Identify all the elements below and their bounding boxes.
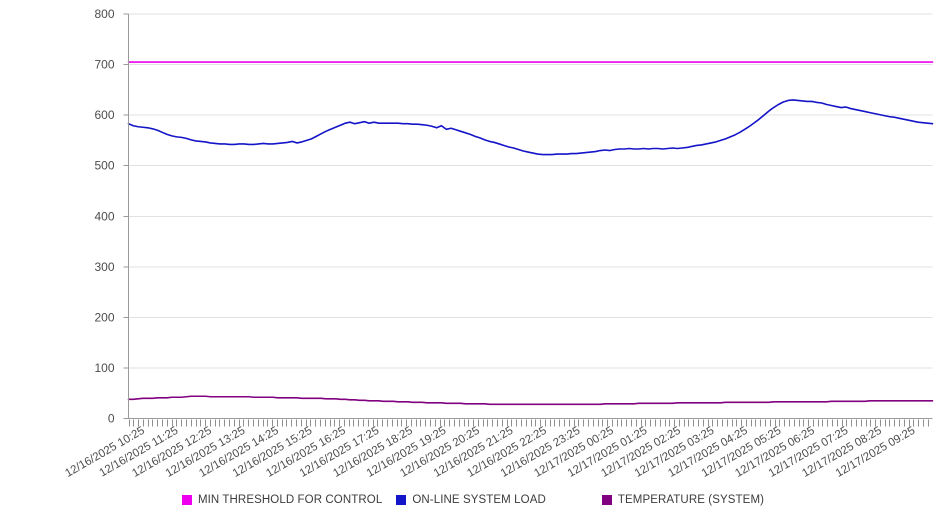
y-tick-label: 200	[94, 310, 114, 324]
legend-swatch-on-line-system-load	[396, 495, 407, 505]
legend-label-temperature-system: TEMPERATURE (SYSTEM)	[617, 494, 765, 506]
y-tick-label: 300	[94, 260, 114, 274]
legend-label-min-threshold-for-control: MIN THRESHOLD FOR CONTROL	[197, 494, 383, 506]
y-tick-label: 0	[108, 412, 115, 426]
legend-swatch-min-threshold-for-control	[181, 495, 192, 505]
y-tick-label: 400	[94, 209, 114, 223]
y-axis-tick-labels: 0 100 200 300 400 500 600 700 800	[94, 7, 114, 426]
legend-swatch-temperature-system	[601, 495, 612, 505]
data-series	[127, 61, 934, 406]
y-tick-label: 700	[94, 58, 114, 72]
legend-label-on-line-system-load: ON-LINE SYSTEM LOAD	[412, 494, 546, 506]
y-tick-label: 500	[94, 159, 114, 173]
x-axis-minor-ticks	[129, 419, 929, 427]
series-line-temperature-system	[127, 395, 934, 406]
series-line-on-line-system-load	[127, 99, 934, 156]
y-tick-label: 800	[94, 7, 114, 21]
legend-item-min-threshold-for-control[interactable]: MIN THRESHOLD FOR CONTROL	[181, 494, 383, 506]
y-tick-label: 600	[94, 108, 114, 122]
chart-legend: MIN THRESHOLD FOR CONTROL ON-LINE SYSTEM…	[0, 494, 946, 506]
gridlines	[123, 13, 933, 419]
legend-item-on-line-system-load[interactable]: ON-LINE SYSTEM LOAD	[396, 494, 546, 506]
y-tick-label: 100	[94, 361, 114, 375]
legend-item-temperature-system[interactable]: TEMPERATURE (SYSTEM)	[601, 494, 765, 506]
